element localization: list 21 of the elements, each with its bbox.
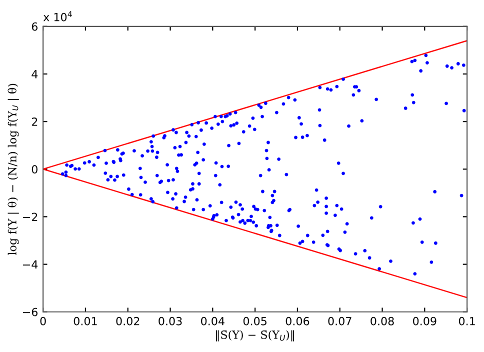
y-tick-label: 2	[32, 118, 38, 126]
y-tick-label: 4	[32, 70, 38, 78]
x-tick-label: 0.1	[458, 316, 475, 326]
text: x 10$^{4}$	[43, 11, 72, 22]
x-tick-label: 0.08	[370, 316, 394, 326]
y-tick-label: 0	[32, 165, 38, 174]
x-tick-label: 0.03	[158, 316, 182, 326]
x-tick-label: 0.07	[328, 316, 352, 326]
y-tick-label: −2	[23, 212, 38, 221]
x-tick-label: 0.06	[286, 316, 310, 326]
x-tick-label: 0.01	[74, 316, 97, 326]
y-tick-label: −6	[23, 308, 38, 316]
x-axis-title: ‖S̄(Y) − S̄(Y$_{U}$)‖	[216, 330, 294, 342]
x-tick-label: 0.04	[201, 316, 224, 326]
x-tick-label: 0.09	[413, 316, 436, 326]
y-tick-label: −4	[23, 260, 38, 269]
x-tick-label: 0.02	[116, 316, 140, 326]
x-tick-label: 0.05	[243, 316, 266, 326]
y-tick-label: 6	[32, 22, 38, 31]
x-tick-label: 0	[40, 316, 46, 326]
y-axis-title: log f(Y | θ) − (N/n) log f(Y$_{U}$ | θ)	[8, 84, 19, 255]
